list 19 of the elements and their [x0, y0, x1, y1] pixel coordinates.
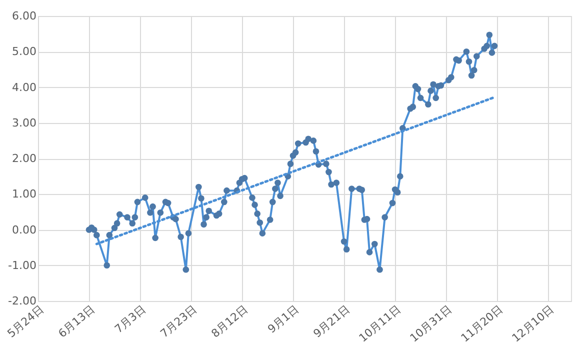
x-tick-label: 7月23日 [158, 302, 200, 340]
x-tick-label: 7月3日 [112, 302, 148, 336]
y-tick-label: 6.00 [12, 10, 36, 22]
y-tick-label: -1.00 [8, 258, 36, 272]
y-tick-label: -2.00 [8, 294, 36, 308]
x-tick-label: 9月21日 [310, 302, 352, 340]
x-tick-label: 11月20日 [458, 302, 506, 345]
x-tick-label: 6月13日 [56, 302, 98, 340]
y-tick-label: 2.00 [12, 152, 36, 165]
x-tick-label: 8月12日 [208, 302, 250, 340]
y-tick-label: 3.00 [12, 116, 36, 130]
x-tick-label: 12月10日 [510, 302, 556, 345]
y-tick-label: 5.00 [12, 45, 36, 58]
y-tick-label: 1.00 [12, 188, 36, 201]
x-tick-label: 9月1日 [265, 302, 302, 336]
x-tick-label: 10月11日 [356, 302, 404, 345]
x-tick-label: 10月31日 [408, 302, 454, 345]
y-tick-label: 0.00 [12, 223, 36, 236]
y-tick-label: 4.00 [12, 80, 36, 94]
